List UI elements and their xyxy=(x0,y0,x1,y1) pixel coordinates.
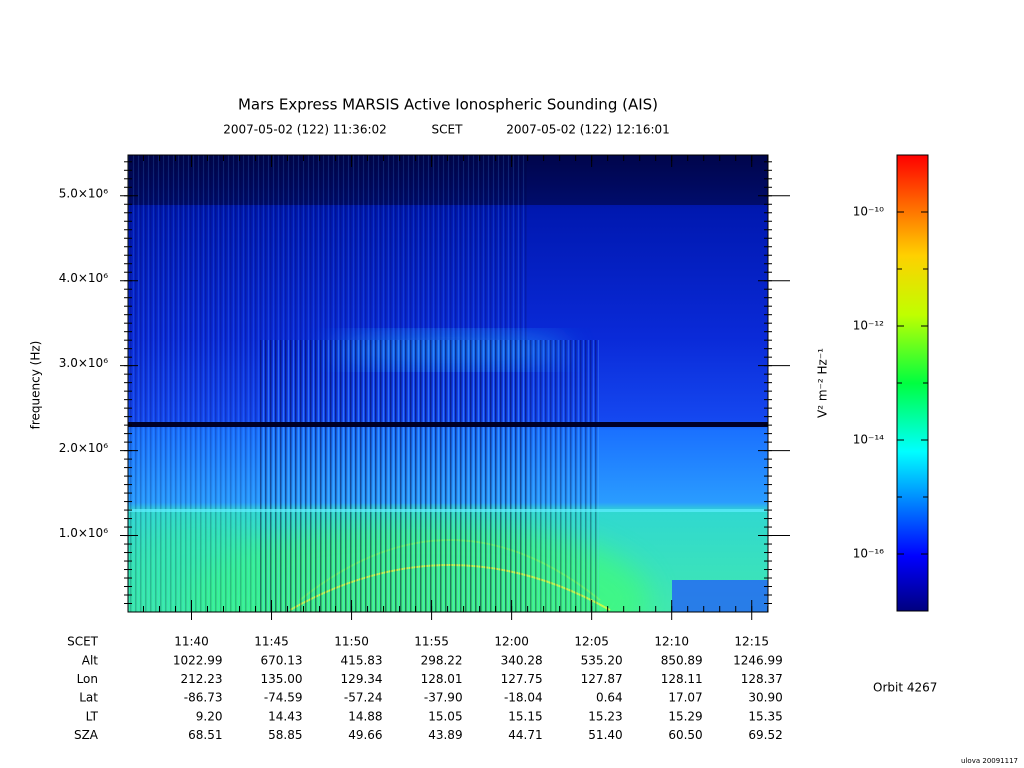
ephemeris-row-label: SZA xyxy=(74,728,99,742)
ephemeris-value: 30.90 xyxy=(748,691,782,705)
ephemeris-value: 0.64 xyxy=(596,691,623,705)
x-tick-label: 11:45 xyxy=(254,635,289,649)
orbit-label: Orbit 4267 xyxy=(873,681,937,695)
colorbar-tick-label: 10⁻¹⁶ xyxy=(853,547,884,561)
ephemeris-value: 44.71 xyxy=(508,728,542,742)
ephemeris-value: 15.29 xyxy=(668,709,702,723)
ephemeris-value: 1022.99 xyxy=(173,654,223,668)
colorbar-tick-label: 10⁻¹⁴ xyxy=(853,433,884,447)
x-tick-label: 11:55 xyxy=(414,635,449,649)
ephemeris-value: 14.88 xyxy=(348,709,382,723)
ephemeris-value: -74.59 xyxy=(264,691,303,705)
ephemeris-value: 298.22 xyxy=(421,654,463,668)
ephemeris-value: 14.43 xyxy=(268,709,302,723)
colorbar-tick-label: 10⁻¹⁰ xyxy=(853,205,884,219)
ephemeris-value: 127.75 xyxy=(501,672,543,686)
ephemeris-value: 15.05 xyxy=(428,709,462,723)
ephemeris-value: 415.83 xyxy=(341,654,383,668)
y-tick-label: 3.0×10⁶ xyxy=(59,356,108,370)
ephemeris-row-label: Alt xyxy=(82,654,99,668)
ephemeris-value: 9.20 xyxy=(196,709,223,723)
ephemeris-value: 670.13 xyxy=(261,654,303,668)
spectrogram-image xyxy=(128,155,768,612)
y-tick-label: 5.0×10⁶ xyxy=(59,186,108,200)
x-tick-label: 12:00 xyxy=(494,635,529,649)
ephemeris-value: 1246.99 xyxy=(733,654,783,668)
ephemeris-row-label: Lat xyxy=(79,691,98,705)
ephemeris-value: 43.89 xyxy=(428,728,462,742)
ephemeris-value: 128.01 xyxy=(421,672,463,686)
ephemeris-value: 60.50 xyxy=(668,728,702,742)
ephemeris-value: 128.11 xyxy=(661,672,703,686)
ephemeris-value: 51.40 xyxy=(588,728,622,742)
ephemeris-value: 17.07 xyxy=(668,691,702,705)
ephemeris-value: 135.00 xyxy=(261,672,303,686)
ephemeris-value: 49.66 xyxy=(348,728,382,742)
subtitle-end: 2007-05-02 (122) 12:16:01 xyxy=(506,123,670,137)
credit: ulova 20091117 xyxy=(961,757,1018,765)
x-tick-label: 11:50 xyxy=(334,635,369,649)
ephemeris-row-label: Lon xyxy=(77,672,98,686)
ephemeris-value: 535.20 xyxy=(581,654,623,668)
ephemeris-value: 69.52 xyxy=(748,728,782,742)
ephemeris-value: 15.15 xyxy=(508,709,542,723)
y-tick-label: 1.0×10⁶ xyxy=(59,526,108,540)
ephemeris-value: -86.73 xyxy=(184,691,223,705)
chart-title: Mars Express MARSIS Active Ionospheric S… xyxy=(238,96,658,114)
ephemeris-value: 15.35 xyxy=(748,709,782,723)
ephemeris-value: 58.85 xyxy=(268,728,302,742)
ephemeris-value: -37.90 xyxy=(424,691,463,705)
colorbar-label: V² m⁻² Hz⁻¹ xyxy=(816,348,830,418)
subtitle-start: 2007-05-02 (122) 11:36:02 xyxy=(223,123,387,137)
y-axis-label: frequency (Hz) xyxy=(29,341,43,430)
colorbar-tick-label: 10⁻¹² xyxy=(853,319,884,333)
ephemeris-value: 127.87 xyxy=(581,672,623,686)
y-tick-label: 4.0×10⁶ xyxy=(59,271,108,285)
ephemeris-value: 128.37 xyxy=(741,672,783,686)
x-tick-label: 12:10 xyxy=(654,635,689,649)
ephemeris-value: -18.04 xyxy=(504,691,543,705)
ephemeris-value: 212.23 xyxy=(180,672,222,686)
x-tick-label: 11:40 xyxy=(174,635,209,649)
ephemeris-value: 129.34 xyxy=(341,672,383,686)
ephemeris-value: 68.51 xyxy=(188,728,222,742)
ephemeris-row-label: LT xyxy=(86,709,99,723)
ephemeris-value: 340.28 xyxy=(501,654,543,668)
x-tick-label: 12:05 xyxy=(574,635,609,649)
ephemeris-value: 850.89 xyxy=(661,654,703,668)
ephemeris-value: 15.23 xyxy=(588,709,622,723)
x-axis-label: SCET xyxy=(67,635,99,649)
subtitle-mid: SCET xyxy=(432,123,464,137)
x-tick-label: 12:15 xyxy=(734,635,769,649)
ephemeris-value: -57.24 xyxy=(344,691,383,705)
y-tick-label: 2.0×10⁶ xyxy=(59,441,108,455)
